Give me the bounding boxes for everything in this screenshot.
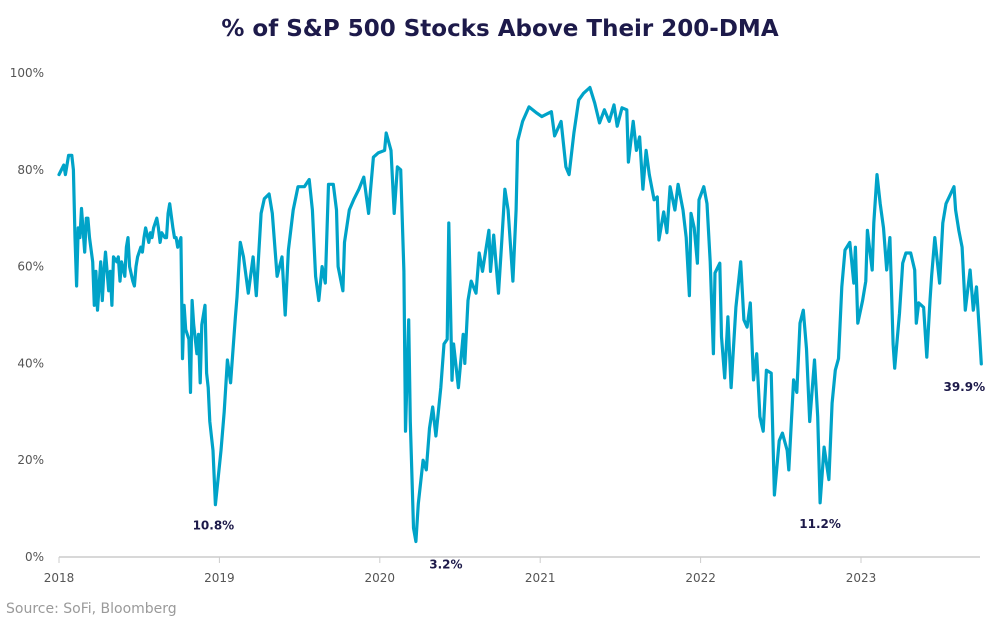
- x-tick-label: 2023: [846, 571, 877, 585]
- axes: 2018 2019 2020 2021 2022 2023 0% 20% 40% 60% 80% 10…: [10, 66, 980, 585]
- y-tick-label: 80%: [17, 163, 44, 177]
- series-line: [57, 85, 983, 544]
- x-tick-label: 2019: [204, 571, 235, 585]
- data-label: 3.2%: [429, 558, 462, 572]
- y-tick-label: 20%: [17, 453, 44, 467]
- x-tick-label: 2021: [525, 571, 556, 585]
- chart-title: % of S&P 500 Stocks Above Their 200-DMA: [221, 16, 779, 42]
- annotations: 10.8% 3.2% 11.2% 39.9%: [193, 380, 986, 572]
- x-tick-label: 2020: [365, 571, 396, 585]
- y-tick-label: 60%: [17, 260, 44, 274]
- data-label: 10.8%: [193, 519, 235, 533]
- y-tick-label: 100%: [10, 66, 44, 80]
- y-tick-label: 0%: [25, 550, 44, 564]
- data-label: 39.9%: [943, 380, 985, 394]
- y-tick-label: 40%: [17, 356, 44, 370]
- x-tick-label: 2018: [44, 571, 75, 585]
- series: [57, 85, 983, 544]
- x-tick-label: 2022: [685, 571, 716, 585]
- data-label: 11.2%: [799, 517, 841, 531]
- source-note: Source: SoFi, Bloomberg: [6, 601, 177, 617]
